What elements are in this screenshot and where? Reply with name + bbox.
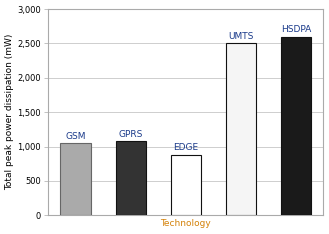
Text: GSM: GSM xyxy=(65,132,86,141)
Text: UMTS: UMTS xyxy=(228,32,254,41)
Y-axis label: Total peak power dissipation (mW): Total peak power dissipation (mW) xyxy=(6,34,14,190)
X-axis label: Technology: Technology xyxy=(160,219,211,228)
Bar xyxy=(61,143,91,215)
Bar xyxy=(281,37,311,215)
Text: HSDPA: HSDPA xyxy=(281,25,311,34)
Text: EDGE: EDGE xyxy=(173,143,198,152)
Bar xyxy=(115,141,146,215)
Bar xyxy=(171,155,201,215)
Bar xyxy=(226,44,256,215)
Text: GPRS: GPRS xyxy=(118,130,143,139)
